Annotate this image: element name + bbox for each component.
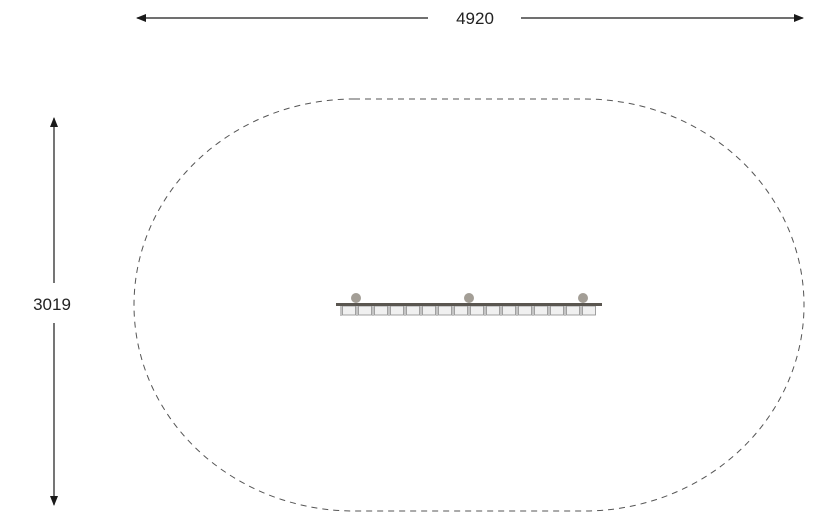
roller-cell <box>566 305 580 316</box>
safety-zone-outline <box>133 98 805 512</box>
roller-cell <box>502 305 516 316</box>
roller-cell <box>342 305 356 316</box>
post-left <box>351 293 361 303</box>
roller-cell <box>534 305 548 316</box>
roller-cell <box>390 305 404 316</box>
roller-cell <box>374 305 388 316</box>
top-bar <box>336 303 602 306</box>
roller-cell <box>518 305 532 316</box>
roller-cell <box>422 305 436 316</box>
roller-cell <box>406 305 420 316</box>
width-dimension: 4920 <box>136 9 804 28</box>
roller-row <box>340 305 596 316</box>
equipment-plan <box>336 293 602 316</box>
roller-cell <box>486 305 500 316</box>
roller-cell <box>358 305 372 316</box>
roller-cell <box>582 305 596 316</box>
height-dimension: 3019 <box>33 117 71 506</box>
roller-cell <box>550 305 564 316</box>
width-dimension-label: 4920 <box>456 9 494 28</box>
roller-cell <box>454 305 468 316</box>
height-dimension-label: 3019 <box>33 295 71 314</box>
roller-cell <box>470 305 484 316</box>
roller-cell <box>438 305 452 316</box>
post-right <box>578 293 588 303</box>
post-center <box>464 293 474 303</box>
